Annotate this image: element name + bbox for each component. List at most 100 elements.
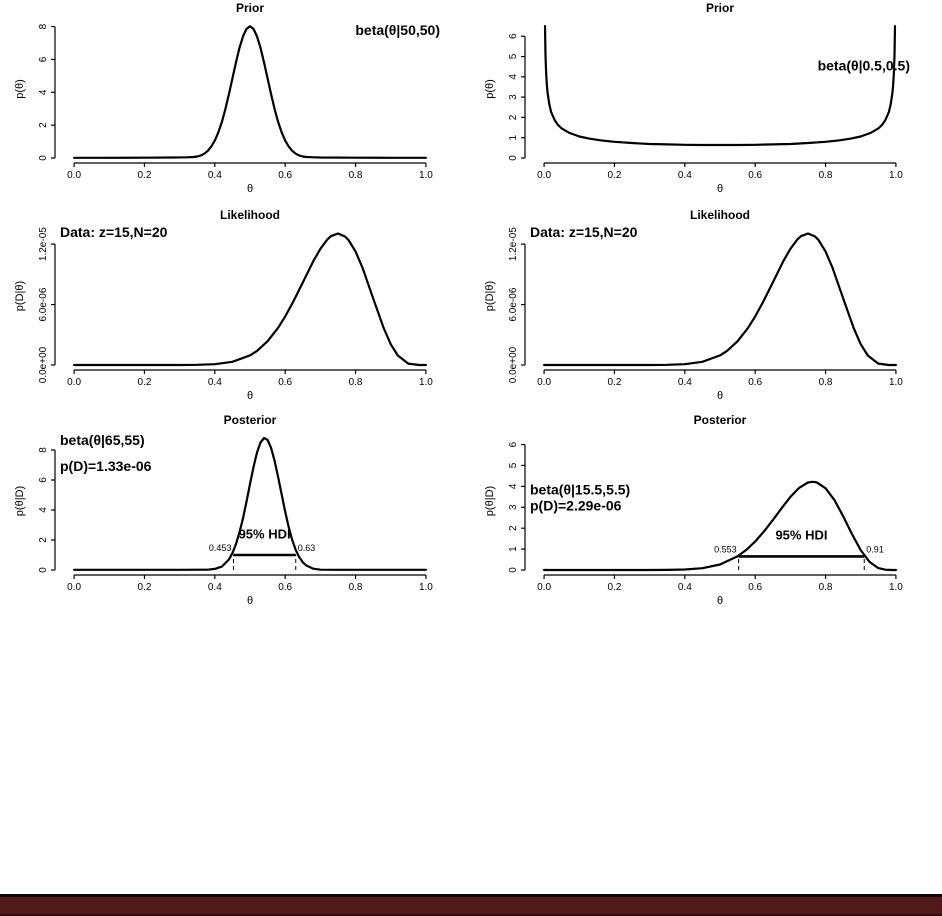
y-tick-label: 6 (508, 33, 519, 39)
x-tick-label: 0.4 (678, 582, 692, 593)
y-tick-label: 1.2e-05 (38, 227, 49, 261)
density-curve (543, 232, 897, 367)
axes: 0.0 0.2 0.4 0.6 0.8 1.0 θ 0.0e+00 6.0e-06 1.2e-05… (484, 227, 903, 402)
annotation: Data: z=15,N=20 (60, 224, 168, 240)
y-tick-label: 6.0e-06 (508, 287, 519, 321)
x-tick-label: 0.0 (537, 377, 551, 388)
axes: 0.0 0.2 0.4 0.6 0.8 1.0 θ 0 1 2 3 4 5 6 p(θ) (484, 33, 903, 195)
plot-likelihood-left: Likelihood 0.0 0.2 0.4 0.6 0.8 1.0 θ 0.0e+00 6.0… (8, 207, 463, 410)
posterior-left-chart: Posterior 0.0 0.2 0.4 0.6 0.8 1.0 θ 0 2 4 6 8 p(θ|D)… (14, 413, 433, 607)
x-tick-label: 1.0 (419, 170, 433, 181)
likelihood-left-chart: Likelihood 0.0 0.2 0.4 0.6 0.8 1.0 θ 0.0e+00 6.0… (14, 208, 433, 402)
x-tick-label: 0.4 (208, 170, 222, 181)
y-tick-label: 4 (38, 507, 49, 513)
y-tick-label: 8 (38, 23, 49, 29)
x-tick-label: 0.2 (607, 170, 621, 181)
y-tick-label: 0.0e+00 (508, 346, 519, 383)
y-tick-label: 6 (38, 56, 49, 62)
x-axis-label: θ (247, 390, 253, 402)
x-tick-label: 0.2 (137, 377, 151, 388)
chart-title: Posterior (694, 413, 747, 427)
x-tick-label: 0.0 (67, 582, 81, 593)
y-tick-label: 5 (508, 462, 519, 468)
x-tick-label: 0.8 (819, 582, 833, 593)
y-tick-label: 2 (38, 537, 49, 543)
plot-prior-right: Prior 0.0 0.2 0.4 0.6 0.8 1.0 θ 0 1 2 3 4 5 6 p(θ) beta… (478, 0, 933, 203)
y-tick-label: 8 (38, 447, 49, 453)
density-curve (73, 25, 427, 159)
annotation: beta(θ|50,50) (355, 22, 440, 38)
x-tick-label: 1.0 (889, 582, 903, 593)
x-tick-label: 0.4 (678, 377, 692, 388)
posterior-right-chart: Posterior 0.0 0.2 0.4 0.6 0.8 1.0 θ 0 1 2 3 4 5 6 p(θ|… (484, 413, 903, 607)
x-tick-label: 1.0 (889, 377, 903, 388)
y-tick-label: 0.0e+00 (38, 346, 49, 383)
annotation: p(D)=2.29e-06 (530, 497, 622, 513)
x-tick-label: 0.4 (208, 377, 222, 388)
y-axis-label: p(θ) (484, 79, 496, 99)
y-tick-label: 4 (508, 74, 519, 80)
chart-title: Likelihood (220, 208, 280, 222)
axes: 0.0 0.2 0.4 0.6 0.8 1.0 θ 0 2 4 6 8 p(θ) (14, 23, 433, 195)
y-axis-label: p(D|θ) (14, 281, 26, 311)
x-axis-label: θ (717, 183, 723, 195)
y-tick-label: 6.0e-06 (38, 287, 49, 321)
plot-posterior-left: Posterior 0.0 0.2 0.4 0.6 0.8 1.0 θ 0 2 4 6 8 p(θ|D)… (8, 412, 463, 615)
x-axis-label: θ (247, 183, 253, 195)
x-tick-label: 0.8 (349, 582, 363, 593)
y-tick-label: 4 (508, 483, 519, 489)
y-tick-label: 2 (508, 525, 519, 531)
x-tick-label: 1.0 (419, 377, 433, 388)
y-axis-label: p(θ|D) (484, 486, 496, 516)
y-tick-label: 0 (508, 567, 519, 573)
y-tick-label: 6 (508, 441, 519, 447)
likelihood-right-chart: Likelihood 0.0 0.2 0.4 0.6 0.8 1.0 θ 0.0e+00 6.0… (484, 208, 903, 402)
x-tick-label: 0.0 (537, 582, 551, 593)
y-axis-label: p(θ|D) (14, 486, 26, 516)
y-tick-label: 2 (38, 122, 49, 128)
y-tick-label: 0 (38, 155, 49, 161)
axes: 0.0 0.2 0.4 0.6 0.8 1.0 θ 0 2 4 6 8 p(θ|D) (14, 447, 433, 607)
x-tick-label: 0.0 (537, 170, 551, 181)
x-tick-label: 0.4 (678, 170, 692, 181)
x-tick-label: 0.8 (349, 377, 363, 388)
annotation: Data: z=15,N=20 (530, 224, 638, 240)
window-edge-bar (0, 894, 942, 916)
annotation: p(D)=1.33e-06 (60, 458, 152, 474)
annotation: beta(θ|0.5,0.5) (818, 58, 910, 74)
chart-title: Posterior (224, 413, 277, 427)
x-tick-label: 0.2 (137, 170, 151, 181)
x-axis-label: θ (717, 595, 723, 607)
y-tick-label: 5 (508, 53, 519, 59)
y-tick-label: 6 (38, 477, 49, 483)
hdi-high-label: 0.91 (866, 544, 884, 554)
hdi-low-label: 0.553 (714, 544, 737, 554)
hdi-high-label: 0.63 (298, 543, 316, 553)
chart-title: Prior (236, 1, 264, 15)
x-tick-label: 0.2 (607, 377, 621, 388)
plot-prior-left: Prior 0.0 0.2 0.4 0.6 0.8 1.0 θ 0 2 4 6 8 p(θ) beta(θ… (8, 0, 463, 203)
hdi-title: 95% HDI (239, 527, 291, 542)
x-axis-label: θ (717, 390, 723, 402)
prior-left-chart: Prior 0.0 0.2 0.4 0.6 0.8 1.0 θ 0 2 4 6 8 p(θ) beta(θ… (14, 1, 440, 195)
x-tick-label: 0.0 (67, 170, 81, 181)
x-tick-label: 0.0 (67, 377, 81, 388)
x-tick-label: 0.6 (278, 170, 292, 181)
y-tick-label: 1.2e-05 (508, 227, 519, 261)
x-tick-label: 0.6 (278, 377, 292, 388)
y-axis-label: p(θ) (14, 79, 26, 99)
hdi-low-label: 0.453 (209, 543, 232, 553)
y-tick-label: 2 (508, 114, 519, 120)
x-tick-label: 0.2 (137, 582, 151, 593)
x-tick-label: 1.0 (889, 170, 903, 181)
annotation: beta(θ|65,55) (60, 432, 145, 448)
y-tick-label: 3 (508, 504, 519, 510)
y-tick-label: 1 (508, 134, 519, 140)
plot-likelihood-right: Likelihood 0.0 0.2 0.4 0.6 0.8 1.0 θ 0.0e+00 6.0… (478, 207, 933, 410)
plot-posterior-right: Posterior 0.0 0.2 0.4 0.6 0.8 1.0 θ 0 1 2 3 4 5 6 p(θ|… (478, 412, 933, 615)
x-tick-label: 0.4 (208, 582, 222, 593)
x-tick-label: 0.6 (748, 582, 762, 593)
density-curve (543, 25, 897, 147)
axes: 0.0 0.2 0.4 0.6 0.8 1.0 θ 0 1 2 3 4 5 6 p(θ|D) (484, 441, 903, 607)
